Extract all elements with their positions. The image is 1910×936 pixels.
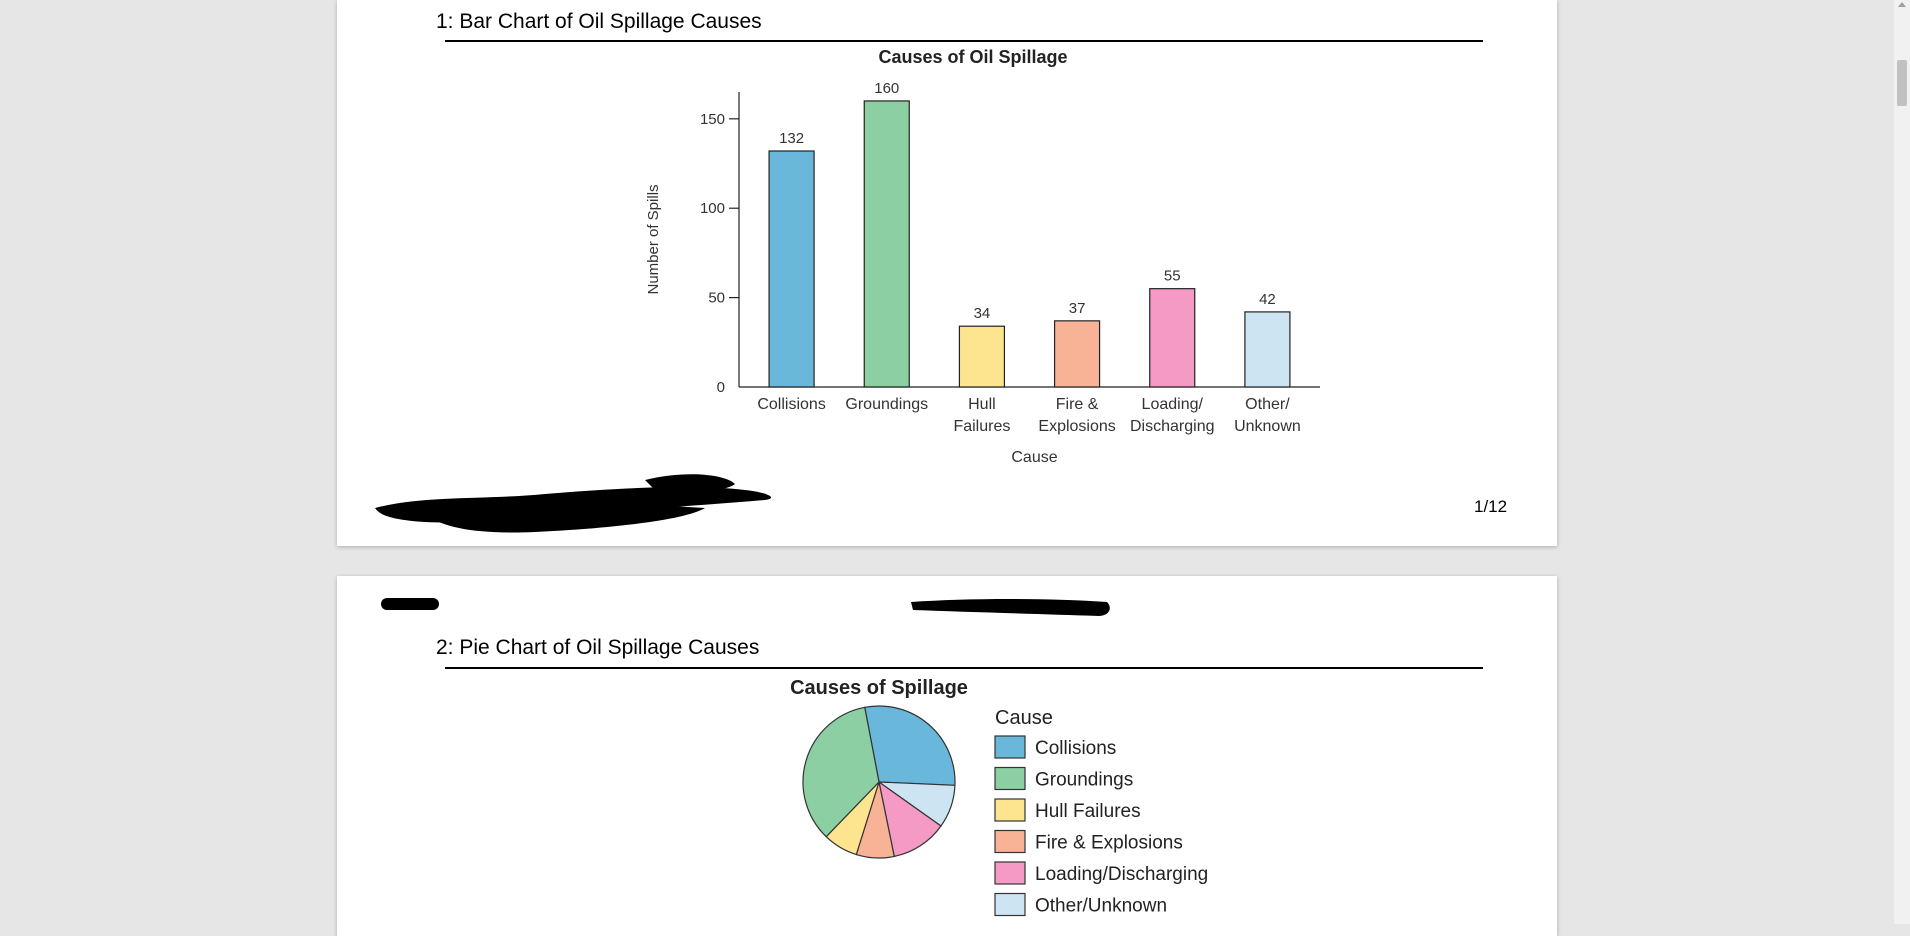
bar — [1149, 288, 1196, 388]
document-page-2: 2: Pie Chart of Oil Spillage Causes Caus… — [337, 576, 1557, 936]
bar-value-label: 34 — [974, 305, 991, 322]
x-tick-label: Loading/ — [1142, 396, 1204, 413]
scrollbar-thumb[interactable] — [1897, 60, 1907, 106]
x-tick-label: Discharging — [1130, 418, 1214, 435]
bar — [958, 325, 1006, 388]
pie-slice — [802, 706, 880, 838]
y-tick-label: 100 — [700, 200, 725, 217]
section-rule — [445, 40, 1483, 42]
section-title-pie-chart: 2: Pie Chart of Oil Spillage Causes — [436, 636, 760, 659]
legend-label: Other/Unknown — [1035, 896, 1167, 917]
legend-label: Groundings — [1035, 770, 1133, 791]
bar-value-label: 160 — [874, 80, 899, 97]
bar-value-label: 42 — [1259, 291, 1276, 308]
bar-chart-title: Causes of Oil Spillage — [878, 47, 1067, 67]
redaction-mark — [381, 596, 441, 617]
legend-swatch — [994, 892, 1026, 917]
legend-swatch — [994, 766, 1026, 791]
bar-chart: Causes of Oil Spillage 0 50 100 150 Number of… — [645, 47, 1320, 466]
legend-label: Collisions — [1035, 738, 1116, 759]
legend-swatch — [994, 735, 1026, 759]
legend-title: Cause — [995, 707, 1053, 729]
document-page-1: 1: Bar Chart of Oil Spillage Causes Caus… — [337, 0, 1557, 546]
bar — [1244, 311, 1291, 388]
bar — [863, 100, 910, 388]
x-axis-label: Cause — [1011, 449, 1057, 466]
legend-label: Hull Failures — [1035, 801, 1141, 822]
pie-chart-title: Causes of Spillage — [790, 677, 968, 699]
legend-swatch — [994, 829, 1026, 854]
legend-swatch — [994, 798, 1026, 822]
y-tick-label: 50 — [708, 290, 725, 307]
legend-swatch — [994, 861, 1026, 885]
vertical-scrollbar[interactable] — [1894, 0, 1910, 924]
y-tick-label: 150 — [700, 111, 725, 128]
x-tick-label: Hull — [968, 396, 996, 413]
x-tick-label: Explosions — [1038, 418, 1115, 435]
y-axis-label: Number of Spills — [645, 184, 662, 294]
x-tick-label: Failures — [953, 418, 1010, 435]
legend-label: Fire & Explosions — [1035, 833, 1183, 854]
x-tick-label: Other/ — [1245, 396, 1290, 413]
bar — [1053, 320, 1101, 388]
bar-value-label: 55 — [1164, 268, 1181, 285]
x-tick-label: Unknown — [1234, 418, 1301, 435]
bar-value-label: 37 — [1069, 300, 1086, 317]
bar — [768, 150, 815, 388]
legend-label: Loading/Discharging — [1035, 864, 1208, 885]
redaction-mark — [909, 596, 1113, 623]
x-tick-label: Fire & — [1056, 396, 1099, 413]
redaction-mark — [365, 470, 865, 555]
section-rule — [445, 667, 1483, 669]
bar-value-label: 132 — [779, 130, 804, 147]
pie-slice — [864, 705, 956, 786]
scroll-up-arrow-icon[interactable] — [1898, 2, 1906, 7]
y-tick-label: 0 — [717, 379, 725, 396]
x-tick-label: Collisions — [757, 396, 825, 413]
section-title-bar-chart: 1: Bar Chart of Oil Spillage Causes — [436, 10, 762, 33]
page-number: 1/12 — [1474, 497, 1508, 516]
pie-chart: Causes of Spillage Cause Collisions Groundi… — [790, 677, 1208, 917]
x-tick-label: Groundings — [845, 396, 928, 413]
